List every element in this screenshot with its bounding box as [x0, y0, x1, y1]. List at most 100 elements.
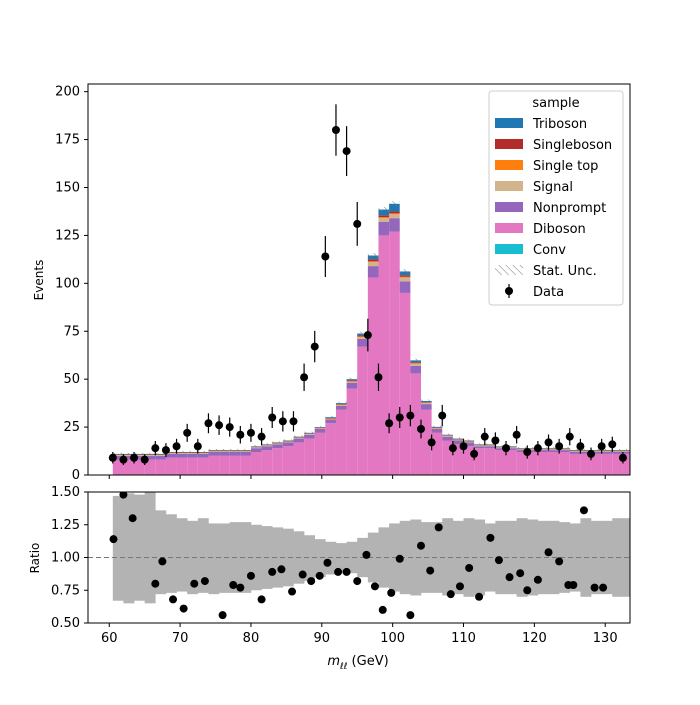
- data-point: [183, 429, 191, 437]
- data-point: [173, 442, 181, 450]
- ratio-point: [465, 564, 473, 572]
- ratio-point: [506, 573, 514, 581]
- data-point: [587, 450, 595, 458]
- y-tick-label: 0: [72, 468, 80, 483]
- bar-nonprompt: [155, 456, 166, 460]
- data-point: [555, 442, 563, 450]
- ratio-y-tick-label: 1.50: [51, 485, 80, 500]
- bar-nonprompt: [251, 448, 262, 452]
- bar-signal: [187, 453, 198, 454]
- bar-signal: [283, 442, 294, 443]
- data-point: [279, 417, 287, 425]
- x-tick-label: 80: [243, 631, 260, 646]
- stat-unc-hatch: [230, 449, 241, 451]
- bar-nonprompt: [336, 406, 347, 410]
- bar-single-top: [410, 363, 421, 364]
- ratio-point: [180, 605, 188, 613]
- legend-label: Singleboson: [533, 138, 612, 153]
- bar-nonprompt: [262, 446, 273, 450]
- bar-nonprompt: [283, 442, 294, 446]
- data-point: [162, 446, 170, 454]
- bar-nonprompt: [208, 452, 219, 456]
- ratio-y-tick-label: 1.25: [51, 518, 80, 533]
- data-point: [215, 421, 223, 429]
- bar-nonprompt: [230, 452, 241, 456]
- bar-signal: [421, 403, 432, 404]
- bar-signal: [177, 453, 188, 454]
- bar-nonprompt: [549, 450, 560, 452]
- bar-diboson: [262, 450, 273, 475]
- x-axis-label-sub: ℓℓ: [339, 662, 347, 672]
- legend-swatch: [495, 181, 523, 191]
- y-axis-label: Events: [32, 260, 46, 301]
- stat-unc-hatch: [187, 451, 198, 453]
- data-point: [332, 126, 340, 134]
- bar-signal: [442, 436, 453, 437]
- ratio-point: [299, 571, 307, 579]
- bar-nonprompt: [378, 222, 389, 235]
- ratio-point: [258, 595, 266, 603]
- ratio-point: [396, 555, 404, 563]
- bar-nonprompt: [198, 454, 209, 458]
- bar-diboson: [570, 454, 581, 475]
- bar-diboson: [400, 293, 411, 475]
- data-point: [343, 147, 351, 155]
- bar-diboson: [315, 433, 326, 475]
- legend-label: Stat. Unc.: [533, 264, 597, 279]
- ratio-point: [447, 590, 455, 598]
- bar-nonprompt: [357, 339, 368, 347]
- y-tick-label: 125: [55, 228, 80, 243]
- bar-signal: [612, 451, 623, 452]
- ratio-point: [268, 568, 276, 576]
- stat-unc-hatch: [432, 426, 443, 428]
- stat-unc-hatch: [325, 416, 336, 419]
- bar-signal: [336, 405, 347, 406]
- legend-swatch: [495, 139, 523, 149]
- ratio-unc-band: [219, 523, 230, 592]
- bar-singleboson: [400, 275, 411, 277]
- stat-unc-hatch: [378, 207, 389, 212]
- data-point: [247, 429, 255, 437]
- ratio-point: [387, 589, 395, 597]
- stat-unc-hatch: [219, 449, 230, 451]
- stat-unc-hatch: [272, 441, 283, 443]
- data-point: [374, 373, 382, 381]
- ratio-point: [247, 572, 255, 580]
- data-point: [141, 456, 149, 464]
- x-tick-label: 70: [172, 631, 189, 646]
- bar-nonprompt: [442, 437, 453, 441]
- ratio-point: [516, 569, 524, 577]
- bar-diboson: [485, 448, 496, 475]
- ratio-unc-band: [123, 493, 134, 603]
- stat-unc-hatch: [453, 437, 464, 439]
- data-point: [598, 442, 606, 450]
- bar-signal: [453, 440, 464, 441]
- stat-unc-hatch: [251, 445, 262, 447]
- stat-unc-hatch: [612, 449, 623, 451]
- bar-nonprompt: [400, 281, 411, 293]
- ratio-point: [323, 559, 331, 567]
- data-point: [353, 220, 361, 228]
- stat-unc-hatch: [208, 449, 219, 451]
- stat-unc-hatch: [347, 378, 358, 381]
- bar-diboson: [602, 454, 613, 475]
- bar-nonprompt: [421, 404, 432, 410]
- ratio-point: [353, 577, 361, 585]
- ratio-point: [307, 577, 315, 585]
- ratio-point: [277, 565, 285, 573]
- ratio-point: [580, 506, 588, 514]
- bar-single-top: [347, 381, 358, 382]
- stat-unc-hatch: [304, 432, 315, 434]
- bar-nonprompt: [570, 452, 581, 454]
- stat-unc-hatch: [262, 443, 273, 445]
- bar-signal: [325, 419, 336, 420]
- ratio-point: [151, 580, 159, 588]
- bar-nonprompt: [304, 435, 315, 439]
- ratio-unc-band: [315, 539, 326, 577]
- stat-unc-hatch: [315, 426, 326, 428]
- stat-unc-hatch: [464, 439, 475, 441]
- ratio-point: [406, 611, 414, 619]
- stat-unc-hatch: [474, 443, 485, 445]
